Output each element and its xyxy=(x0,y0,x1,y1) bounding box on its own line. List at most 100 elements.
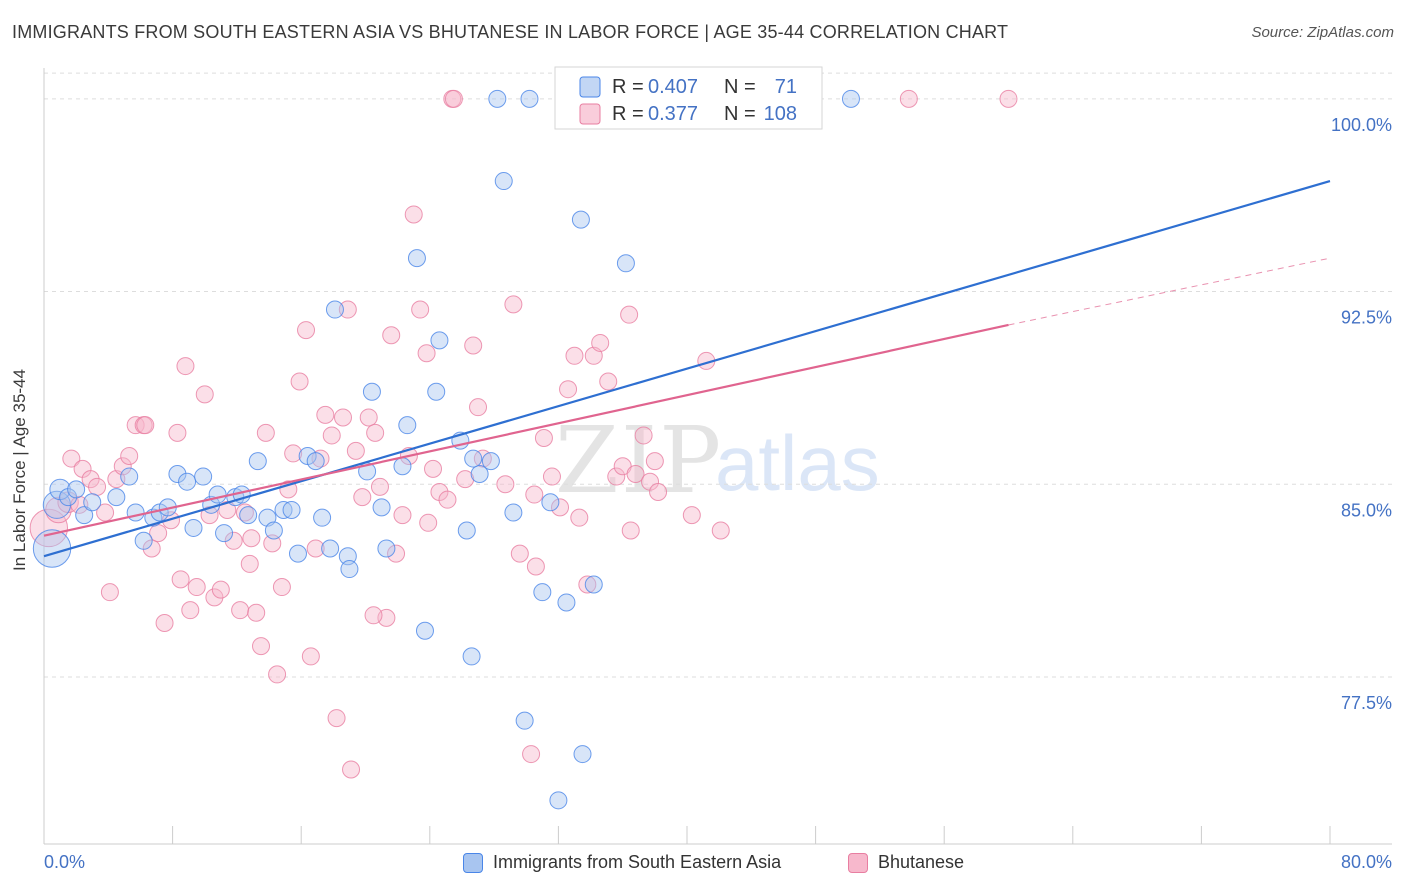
bhutanese-point xyxy=(301,647,320,666)
y-tick-labels: 77.5% 85.0% 92.5% 100.0% xyxy=(1331,115,1392,713)
bhutanese-point xyxy=(256,423,275,442)
bhutanese-point xyxy=(316,405,335,424)
bhutanese-point xyxy=(62,449,81,468)
bhutanese-point xyxy=(469,398,488,417)
x-tick-max: 80.0% xyxy=(1340,852,1392,872)
sea-immigrants-point xyxy=(841,89,860,108)
sea-immigrants-point xyxy=(415,621,434,640)
bhutanese-point xyxy=(393,506,412,525)
bhutanese-point xyxy=(456,470,475,489)
x-tick-min: 0.0% xyxy=(44,852,86,872)
bhutanese-point xyxy=(496,475,515,494)
legend-r-value: 0.407 xyxy=(648,76,698,98)
bhutanese-point xyxy=(338,300,357,319)
bhutanese-point xyxy=(510,544,529,563)
bhutanese-point xyxy=(155,614,174,633)
bhutanese-point xyxy=(899,89,918,108)
bhutanese-trend-extension xyxy=(1008,257,1331,326)
legend-n-value: 108 xyxy=(764,103,797,125)
bhutanese-point xyxy=(187,578,206,597)
sea-immigrants-point xyxy=(313,508,332,527)
bhutanese-point xyxy=(342,760,361,779)
y-tick-label: 85.0% xyxy=(1341,500,1392,520)
sea-immigrants-point xyxy=(573,745,592,764)
bhutanese-point xyxy=(411,300,430,319)
bhutanese-point xyxy=(252,637,271,656)
bhutanese-point xyxy=(424,459,443,478)
sea-immigrants-point xyxy=(407,249,426,268)
bhutanese-point xyxy=(591,333,610,352)
bhutanese-point xyxy=(417,344,436,363)
legend-n-label: N = xyxy=(724,76,756,98)
legend-r-value: 0.377 xyxy=(648,103,698,125)
bhutanese-point xyxy=(181,601,200,620)
legend-swatch-bhutanese xyxy=(848,852,868,873)
bhutanese-point xyxy=(542,467,561,486)
bhutanese-point xyxy=(120,447,139,465)
sea-immigrants-point xyxy=(168,464,187,483)
legend-n-label: N = xyxy=(724,103,756,125)
watermark-zip: ZIP xyxy=(555,407,723,514)
sea-immigrants-point xyxy=(470,464,489,483)
bhutanese-point xyxy=(526,557,545,576)
axes xyxy=(43,68,1392,845)
bhutanese-point xyxy=(81,470,100,489)
sea-immigrants-point xyxy=(533,583,552,602)
sea-immigrants-point xyxy=(584,575,603,594)
bhutanese-point xyxy=(565,346,584,365)
bhutanese-point xyxy=(353,488,372,507)
sea-immigrants-point xyxy=(520,89,539,108)
bhutanese-point xyxy=(464,336,483,355)
bhutanese-point xyxy=(240,554,259,573)
bhutanese-point xyxy=(382,326,401,345)
bhutanese-point xyxy=(205,588,224,607)
sea-immigrants-point xyxy=(393,457,412,476)
bhutanese-point xyxy=(711,521,730,540)
bhutanese-point xyxy=(419,513,438,532)
sea-immigrants-point xyxy=(494,172,513,191)
bhutanese-point xyxy=(96,503,115,522)
watermark-atlas: atlas xyxy=(715,419,880,507)
bhutanese-point xyxy=(649,482,668,501)
bhutanese-point xyxy=(370,477,389,496)
legend-label-bhutanese: Bhutanese xyxy=(878,852,965,872)
chart-title: IMMIGRANTS FROM SOUTH EASTERN ASIA VS BH… xyxy=(12,22,1009,42)
sea-immigrants-point xyxy=(504,503,523,522)
bhutanese-point xyxy=(551,498,570,517)
y-tick-label: 100.0% xyxy=(1331,115,1392,135)
sea-immigrants-point xyxy=(208,485,227,504)
sea-immigrants-point xyxy=(83,493,102,512)
bhutanese-point xyxy=(366,423,385,442)
sea-immigrants-point xyxy=(239,506,258,525)
sea-immigrants-point xyxy=(549,791,568,810)
bhutanese-point xyxy=(634,426,653,445)
bhutanese-point xyxy=(570,508,589,527)
bhutanese-point xyxy=(247,603,266,622)
sea-immigrants-point xyxy=(282,500,301,519)
legend-label-sea: Immigrants from South Eastern Asia xyxy=(493,852,782,872)
sea-immigrants-point xyxy=(616,254,635,273)
bhutanese-points xyxy=(29,89,1018,779)
sea-immigrants-point xyxy=(372,498,391,517)
sea-immigrants-point xyxy=(32,529,72,568)
sea-immigrants-point xyxy=(264,521,283,540)
sea-immigrants-point xyxy=(134,531,153,550)
legend-swatch-sea xyxy=(463,852,483,873)
sea-immigrants-point xyxy=(248,452,267,471)
sea-immigrants-point xyxy=(427,382,446,401)
sea-immigrants-point xyxy=(288,544,307,563)
bhutanese-point xyxy=(235,503,254,522)
bhutanese-point xyxy=(290,372,309,391)
bhutanese-point xyxy=(272,578,291,597)
grid-lines xyxy=(44,72,1392,678)
sea-immigrants-points xyxy=(32,89,860,810)
sea-immigrants-point xyxy=(541,493,560,512)
bhutanese-point xyxy=(168,423,187,442)
sea-immigrants-point xyxy=(321,539,340,558)
bhutanese-point xyxy=(438,490,457,509)
bhutanese-point xyxy=(284,444,303,463)
bhutanese-point xyxy=(88,477,107,496)
bhutanese-point xyxy=(268,665,287,684)
sea-immigrants-point xyxy=(515,711,534,730)
